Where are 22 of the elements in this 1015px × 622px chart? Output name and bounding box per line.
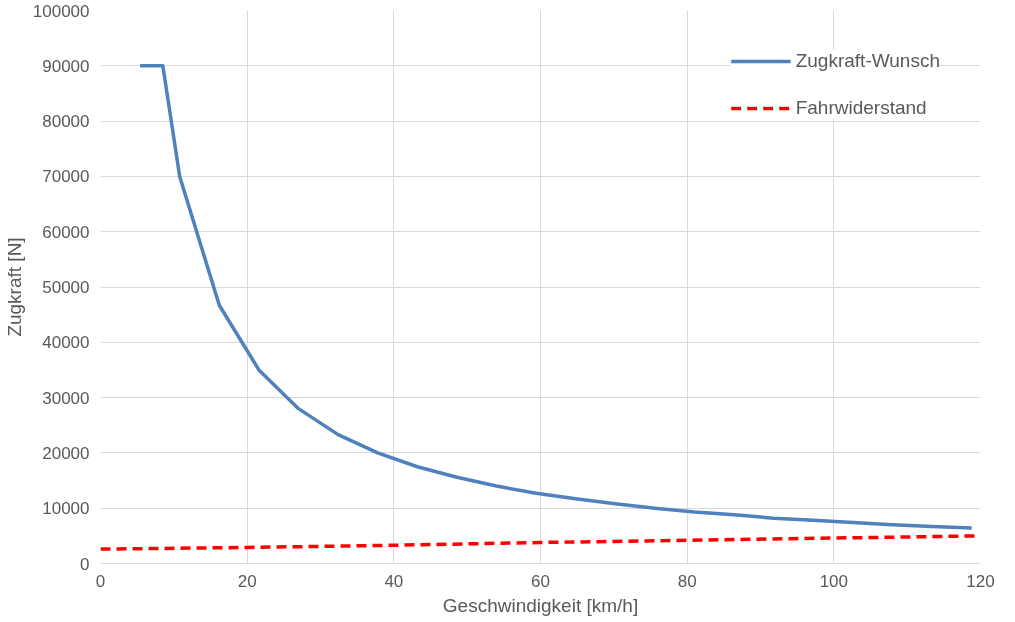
legend-label: Zugkraft-Wunsch (795, 50, 940, 72)
y-tick-label: 90000 (42, 56, 90, 76)
x-tick-label: 60 (531, 571, 550, 591)
x-axis-title: Geschwindigkeit [km/h] (442, 594, 639, 616)
y-tick-label: 0 (80, 554, 90, 574)
x-tick-label: 40 (384, 571, 404, 591)
x-tick-label: 80 (677, 571, 697, 591)
y-tick-label: 50000 (42, 278, 90, 297)
x-tick-label: 20 (237, 571, 257, 591)
y-tick-label: 10000 (42, 499, 90, 519)
y-tick-label: 30000 (42, 388, 90, 408)
y-tick-label: 80000 (42, 112, 90, 132)
x-tick-label: 120 (966, 571, 995, 591)
legend-label: Fahrwiderstand (795, 97, 927, 119)
y-tick-label: 60000 (42, 222, 90, 242)
x-tick-label: 0 (95, 571, 106, 591)
y-tick-label: 40000 (42, 333, 90, 353)
y-tick-label: 20000 (42, 443, 90, 463)
y-axis-title: Zugkraft [N] (3, 237, 25, 337)
y-tick-label: 70000 (42, 167, 90, 187)
y-tick-label: 100000 (32, 1, 90, 21)
x-tick-label: 100 (819, 571, 849, 591)
